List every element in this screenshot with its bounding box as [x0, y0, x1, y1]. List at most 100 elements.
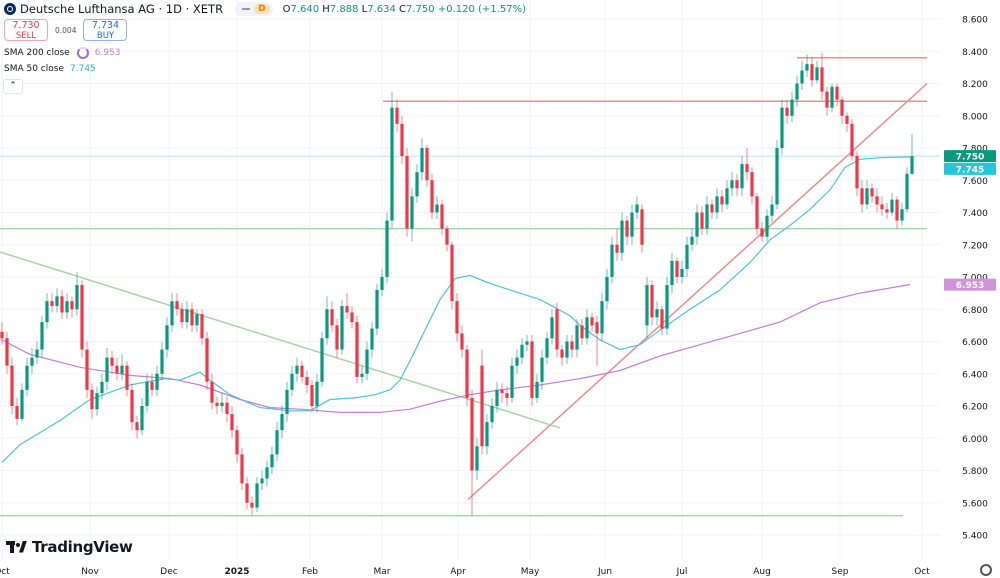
candle-up: [685, 244, 689, 269]
close-value: 7.750: [406, 3, 435, 15]
open-label: O: [282, 3, 291, 15]
candle-up: [715, 196, 719, 213]
x-tick-label: Feb: [302, 567, 318, 577]
y-tick-label: 6.800: [962, 306, 988, 316]
candle-up: [45, 301, 49, 323]
candle-up: [390, 107, 394, 221]
candle-down: [745, 164, 749, 173]
candle-up: [105, 357, 109, 382]
candle-down: [10, 365, 14, 406]
candle-down: [230, 414, 234, 431]
candle-up: [95, 393, 99, 410]
candle-down: [860, 188, 864, 205]
candle-down: [250, 502, 254, 508]
sell-button[interactable]: 7.730 SELL: [4, 19, 48, 41]
price-label-box: [944, 162, 996, 175]
candle-down: [760, 228, 764, 237]
symbol-title[interactable]: Deutsche Lufthansa AG · 1D · XETR: [20, 2, 224, 16]
candle-down: [895, 199, 899, 221]
candle-up: [170, 301, 174, 326]
tradingview-logo[interactable]: TradingView: [6, 538, 133, 556]
price-label: 6.953: [956, 281, 984, 291]
candle-down: [60, 296, 64, 313]
candle-up: [495, 389, 499, 406]
candle-up: [630, 212, 634, 237]
candle-up: [830, 86, 834, 108]
candle-down: [50, 301, 54, 307]
buy-button[interactable]: 7.734 BUY: [83, 19, 128, 41]
y-tick-label: 8.200: [962, 80, 988, 90]
y-tick-label: 5.800: [962, 467, 988, 477]
price-labels: 7.750 7.745 6.953: [944, 150, 996, 291]
candle-up: [620, 220, 624, 253]
candle-up: [655, 309, 659, 318]
brand-name: TradingView: [32, 538, 133, 556]
buy-price: 7.734: [91, 20, 120, 31]
candle-down: [570, 341, 574, 350]
candle-down: [595, 322, 599, 334]
candle-up: [285, 389, 289, 415]
company-logo-icon: [4, 3, 16, 15]
x-tick-label: Mar: [374, 567, 391, 577]
candle-up: [280, 414, 284, 431]
y-tick-label: 8.000: [962, 112, 988, 122]
candle-up: [740, 164, 744, 189]
collapse-legend-button[interactable]: ⌃: [3, 79, 23, 94]
candle-up: [30, 357, 34, 366]
sma50-line: [1, 156, 911, 463]
indicator-value: 6.953: [94, 48, 121, 58]
red-trendline: [467, 82, 928, 501]
candle-down: [215, 402, 219, 406]
price-axis[interactable]: 8.600 8.400 8.200 8.000 7.800 7.600 7.400 7.200…: [962, 16, 988, 542]
candle-up: [520, 344, 524, 358]
gear-icon[interactable]: [980, 564, 992, 576]
close-label: C: [399, 3, 407, 15]
candle-down: [450, 244, 454, 302]
candle-up: [575, 325, 579, 350]
y-tick-label: 6.200: [962, 403, 988, 413]
candle-up: [800, 70, 804, 84]
candle-up: [365, 349, 369, 374]
candle-down: [330, 309, 334, 326]
y-tick-label: 5.600: [962, 499, 988, 509]
candle-up: [185, 309, 189, 323]
indicator-label: SMA 50 close: [4, 64, 64, 74]
candle-up: [20, 389, 24, 419]
candle-down: [875, 196, 879, 205]
candle-up: [775, 148, 779, 205]
price-label: 7.750: [956, 153, 984, 163]
candle-up: [325, 309, 329, 339]
candle-up: [265, 467, 269, 479]
x-tick-label: Dec: [160, 567, 177, 577]
candle-up: [805, 64, 809, 71]
x-tick-label: May: [521, 567, 540, 577]
candle-down: [400, 123, 404, 157]
indicator-sma50[interactable]: SMA 50 close 7.745: [4, 64, 96, 74]
moving-averages: [1, 156, 911, 463]
low-value: 7.634: [367, 3, 396, 15]
candle-up: [900, 209, 904, 221]
candle-up: [270, 454, 274, 468]
candle-down: [80, 285, 84, 350]
candle-up: [705, 204, 709, 229]
time-axis[interactable]: Oct Nov Dec 2025 Feb Mar Apr May Jun Jul Aug Sep Oct: [0, 567, 930, 577]
candle-up: [585, 317, 589, 339]
candle-up: [220, 402, 224, 406]
candle-up: [865, 188, 869, 205]
candle-up: [160, 349, 164, 374]
candle-down: [130, 389, 134, 423]
candle-down: [845, 115, 849, 124]
candle-down: [855, 156, 859, 189]
market-status-pill[interactable]: D: [235, 2, 273, 16]
candle-up: [765, 215, 769, 237]
candle-up: [360, 373, 364, 377]
candle-up: [145, 381, 149, 406]
indicator-sma200[interactable]: SMA 200 close 6.953: [4, 47, 120, 59]
candle-down: [355, 322, 359, 377]
x-tick-label: Aug: [753, 567, 771, 577]
candle-down: [175, 301, 179, 310]
candle-down: [5, 338, 9, 366]
candle-down: [0, 331, 4, 339]
indicator-label: SMA 200 close: [4, 48, 70, 58]
